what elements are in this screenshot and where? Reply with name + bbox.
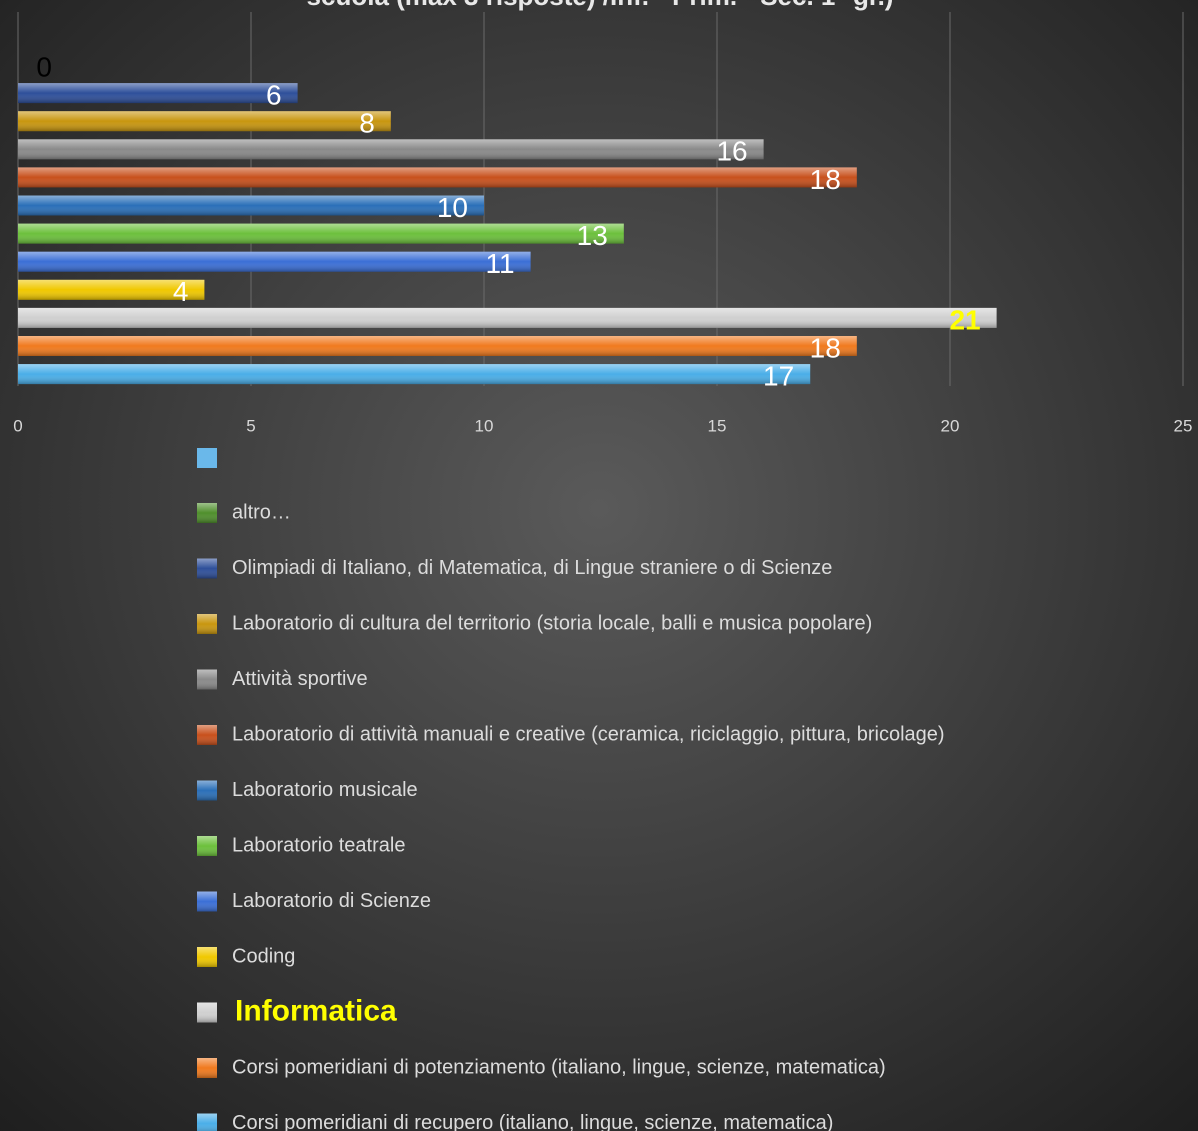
- legend-label: Coding: [232, 945, 295, 967]
- legend-label: Informatica: [235, 994, 397, 1027]
- legend-label: Laboratorio teatrale: [232, 834, 405, 856]
- bar-shine: [18, 195, 484, 216]
- legend-label: altro…: [232, 501, 291, 523]
- legend-label: Laboratorio musicale: [232, 779, 418, 801]
- legend-label: Laboratorio di Scienze: [232, 890, 431, 912]
- bar-shine: [18, 167, 857, 188]
- legend-swatch-shine: [197, 780, 217, 801]
- value-label: 4: [173, 276, 189, 307]
- value-label: 21: [949, 304, 980, 335]
- x-tick-label: 25: [1174, 416, 1193, 435]
- bar-shine: [18, 139, 764, 160]
- legend-label: Olimpiadi di Italiano, di Matematica, di…: [232, 557, 832, 579]
- bar-shine: [18, 251, 531, 272]
- legend-swatch-shine: [197, 947, 217, 967]
- x-tick-label: 10: [475, 416, 494, 435]
- value-label: 13: [577, 220, 608, 251]
- chart-title: scuola (max 3 risposte) /Inf. - Prim. - …: [307, 0, 894, 11]
- x-tick-label: 20: [941, 416, 960, 435]
- bar-shine: [18, 223, 624, 244]
- legend-swatch-shine: [197, 725, 217, 745]
- bar-shine: [18, 83, 298, 104]
- value-label: 16: [716, 136, 747, 167]
- legend-label: Laboratorio di attività manuali e creati…: [232, 723, 945, 745]
- bar-shine: [18, 111, 391, 132]
- legend-swatch-shine: [197, 1002, 217, 1023]
- bar-shine: [18, 307, 997, 328]
- x-tick-label: 0: [13, 416, 22, 435]
- legend-swatch-shine: [197, 836, 217, 856]
- legend-swatch-shine: [197, 1113, 217, 1131]
- value-label: 17: [763, 360, 794, 391]
- legend-swatch-shine: [197, 669, 217, 690]
- legend-swatch-shine: [197, 614, 217, 634]
- value-label: 8: [359, 108, 375, 139]
- x-tick-label: 15: [708, 416, 727, 435]
- legend-swatch-shine: [197, 503, 217, 523]
- legend-swatch-shine: [197, 1058, 217, 1078]
- bar-shine: [18, 336, 857, 356]
- value-label: 18: [810, 332, 841, 363]
- legend-swatch-shine: [197, 891, 217, 912]
- value-label: 0: [36, 51, 52, 82]
- legend-label: Corsi pomeridiani di recupero (italiano,…: [232, 1112, 833, 1131]
- value-label: 18: [810, 164, 841, 195]
- bar-shine: [18, 279, 205, 300]
- legend-swatch: [197, 448, 217, 468]
- bar-shine: [18, 364, 811, 385]
- value-label: 6: [266, 79, 282, 110]
- legend-label: Attività sportive: [232, 668, 368, 690]
- value-label: 11: [486, 248, 515, 279]
- value-label: 10: [437, 192, 468, 223]
- legend-swatch-shine: [197, 558, 217, 579]
- legend-label: Laboratorio di cultura del territorio (s…: [232, 612, 872, 634]
- x-tick-label: 5: [246, 416, 255, 435]
- legend-label: Corsi pomeridiani di potenziamento (ital…: [232, 1056, 886, 1078]
